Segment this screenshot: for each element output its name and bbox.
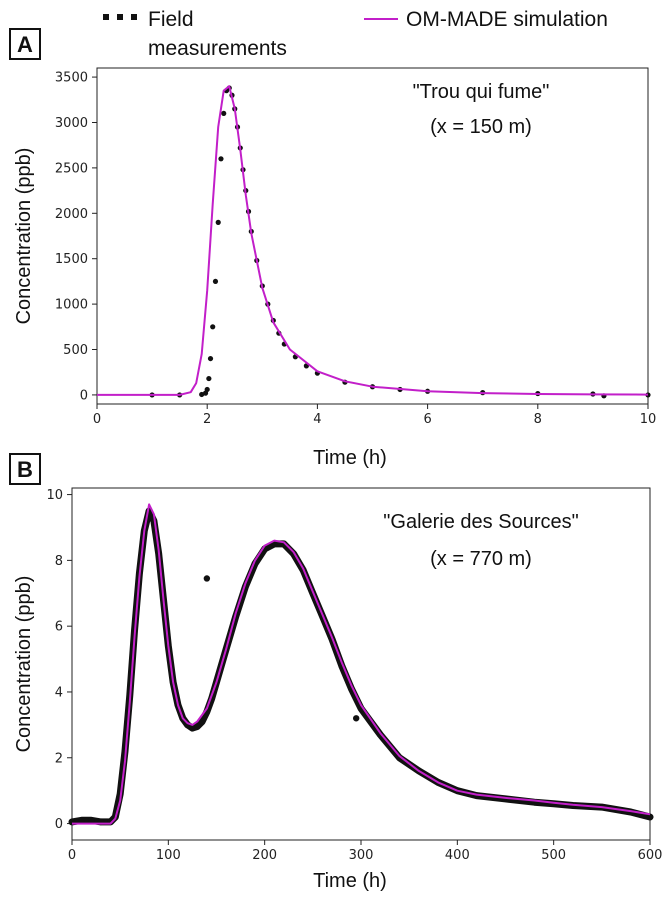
legend-marker-field <box>103 14 137 20</box>
y-axis-label-a: Concentration (ppb) <box>13 148 35 325</box>
measurement-point <box>210 324 216 330</box>
y-axis-label-b: Concentration (ppb) <box>13 576 35 753</box>
ticks-b: 0 100 200 300 400 500 600 0 2 4 6 8 10 <box>46 488 662 863</box>
panel-letter-a: A <box>17 32 33 57</box>
panel-letter-box-a <box>9 28 41 60</box>
measurement-point <box>352 715 360 722</box>
y-tick-label-b: 10 <box>46 488 63 503</box>
x-tick-label-a: 2 <box>203 412 211 427</box>
y-tick-label-a: 3000 <box>55 116 88 131</box>
measurement-point <box>88 817 95 824</box>
measurement-point <box>203 575 211 582</box>
marks-a <box>97 85 651 399</box>
y-tick-label-a: 1500 <box>55 252 88 267</box>
annotation-b-line1: "Galerie des Sources" <box>383 511 578 533</box>
x-tick-label-a: 10 <box>640 412 657 427</box>
y-tick-label-b: 4 <box>55 685 63 700</box>
annotation-a-line1: "Trou qui fume" <box>413 81 550 103</box>
annotation-a-line2: (x = 150 m) <box>430 116 532 138</box>
y-tick-label-a: 500 <box>63 343 88 358</box>
measurement-point <box>198 718 206 725</box>
measurement-point <box>204 386 210 393</box>
legend: Field measurements OM-MADE simulation <box>103 8 608 60</box>
x-tick-label-a: 8 <box>534 412 542 427</box>
y-tick-label-b: 0 <box>55 817 63 832</box>
panel-a: A 0 2 4 6 8 10 0 500 1000 1500 2000 2500 3000 3500 "T… <box>9 28 656 469</box>
measurement-point <box>218 156 224 162</box>
x-axis-label-a: Time (h) <box>313 447 387 469</box>
legend-label-field-line1: Field <box>148 8 194 31</box>
measurement-point <box>189 724 196 732</box>
measurement-point <box>194 723 201 730</box>
simulation-line <box>72 503 651 825</box>
legend-label-simulation: OM-MADE simulation <box>406 8 608 31</box>
annotation-b-line2: (x = 770 m) <box>430 548 532 570</box>
ticks-a: 0 2 4 6 8 10 0 500 1000 1500 2000 2500 3000 3500 <box>55 71 656 427</box>
panel-b: B 0 100 200 300 400 500 600 0 2 4 6 8 10 "Galerie de… <box>9 453 662 892</box>
measurement-point <box>206 375 212 382</box>
x-tick-label-b: 400 <box>445 848 470 863</box>
x-tick-label-a: 6 <box>423 412 431 427</box>
plot-frame-a <box>96 67 649 405</box>
simulation-line <box>97 85 649 396</box>
measurement-point <box>646 813 654 821</box>
y-tick-label-a: 0 <box>80 388 88 403</box>
y-tick-label-b: 8 <box>55 554 63 569</box>
x-tick-label-b: 0 <box>68 848 76 863</box>
measurement-point <box>207 355 214 362</box>
marks-b <box>68 503 654 826</box>
legend-label-field-line2: measurements <box>148 37 287 60</box>
measurement-point <box>212 278 219 285</box>
y-tick-label-a: 2500 <box>55 161 88 176</box>
y-tick-label-a: 1000 <box>55 298 88 313</box>
measurement-point <box>221 110 227 117</box>
x-tick-label-b: 600 <box>638 848 663 863</box>
x-tick-label-b: 100 <box>156 848 181 863</box>
measurement-point <box>215 219 221 225</box>
panel-letter-b: B <box>17 457 33 482</box>
x-tick-label-b: 300 <box>349 848 374 863</box>
x-tick-label-a: 0 <box>93 412 101 427</box>
x-tick-label-b: 500 <box>541 848 566 863</box>
measurement-point <box>78 817 85 824</box>
y-tick-label-a: 3500 <box>55 71 88 86</box>
y-tick-label-b: 2 <box>55 751 63 766</box>
x-axis-label-b: Time (h) <box>313 870 387 892</box>
y-tick-label-b: 6 <box>55 620 63 635</box>
panel-letter-box-b <box>9 453 41 485</box>
x-tick-label-b: 200 <box>252 848 277 863</box>
x-tick-label-a: 4 <box>313 412 321 427</box>
y-tick-label-a: 2000 <box>55 207 88 222</box>
